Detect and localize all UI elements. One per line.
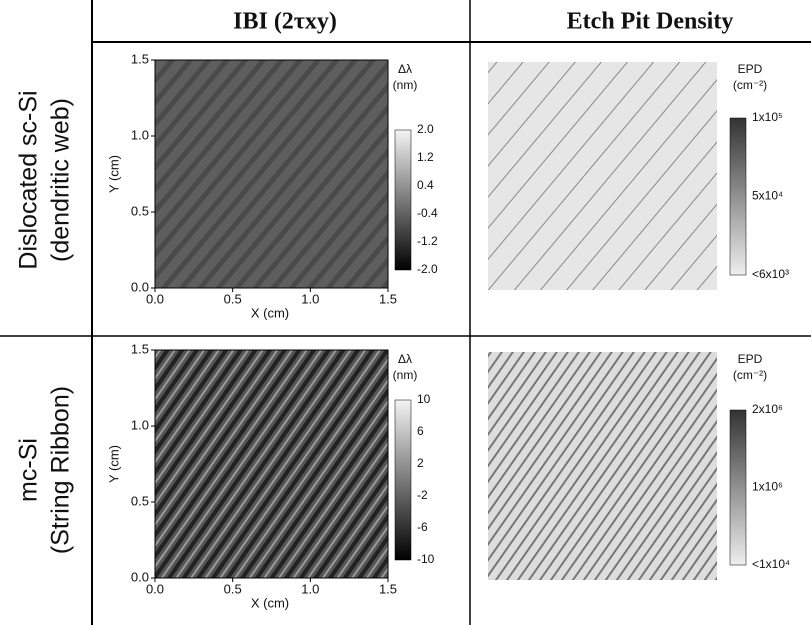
colorbar-title: (nm)	[393, 368, 418, 382]
colorbar-tick-label: -6	[417, 520, 428, 534]
colorbar-title: Δλ	[398, 352, 412, 366]
colorbar-tick-label: -0.4	[417, 206, 438, 220]
colorbar-tick-label: <6x10³	[752, 267, 789, 281]
y-axis-label: Y (cm)	[106, 445, 121, 483]
x-axis-label: X (cm)	[251, 305, 289, 320]
x-tick-label: 0.0	[146, 291, 164, 306]
row-label: mc-Si	[15, 438, 43, 502]
x-tick-label: 0.5	[224, 291, 242, 306]
y-tick-label: 1.0	[131, 417, 149, 432]
column-header: IBI (2τxy)	[233, 9, 337, 35]
colorbar-tick-label: 1.2	[417, 150, 434, 164]
plot-frame	[154, 59, 389, 289]
colorbar-title: (nm)	[393, 78, 418, 92]
x-tick-label: 0.0	[146, 581, 164, 596]
colorbar-tick-label: -2	[417, 488, 428, 502]
y-axis-label: Y (cm)	[106, 155, 121, 193]
colorbar-tick-label: 5x10⁴	[752, 189, 783, 203]
ibi-map	[155, 60, 388, 288]
colorbar-tick-label: 6	[417, 424, 424, 438]
x-tick-label: 1.5	[379, 581, 397, 596]
y-tick-label: 0.5	[131, 493, 149, 508]
colorbar-tick-label: 2.0	[417, 122, 434, 136]
colorbar-tick-label: 2	[417, 456, 424, 470]
colorbar-title: (cm⁻²)	[733, 78, 767, 92]
colorbar-tick-label: <1x10⁴	[752, 557, 790, 571]
colorbar-tick-label: -10	[417, 552, 435, 566]
x-tick-label: 1.0	[301, 291, 319, 306]
colorbar-title: Δλ	[398, 62, 412, 76]
y-tick-label: 0.0	[131, 569, 149, 584]
y-tick-label: 1.5	[131, 51, 149, 66]
ibi-map	[155, 350, 388, 578]
row-label: (dendritic web)	[47, 98, 75, 262]
x-tick-label: 0.5	[224, 581, 242, 596]
colorbar	[394, 399, 412, 561]
row-label: Dislocated sc-Si	[15, 90, 43, 269]
colorbar-title: (cm⁻²)	[733, 368, 767, 382]
x-tick-label: 1.0	[301, 581, 319, 596]
colorbar-tick-label: -2.0	[417, 262, 438, 276]
plot-frame	[154, 349, 389, 579]
colorbar-title: EPD	[738, 352, 763, 366]
column-header: Etch Pit Density	[567, 9, 734, 35]
x-tick-label: 1.5	[379, 291, 397, 306]
x-axis-label: X (cm)	[251, 595, 289, 610]
colorbar	[729, 117, 747, 276]
colorbar-tick-label: 2x10⁶	[752, 402, 783, 416]
y-tick-label: 1.5	[131, 341, 149, 356]
row-label: (String Ribbon)	[47, 386, 75, 554]
colorbar-tick-label: 1x10⁵	[752, 110, 783, 124]
colorbar-tick-label: 1x10⁶	[752, 480, 783, 494]
colorbar	[394, 129, 412, 271]
colorbar-tick-label: 10	[417, 392, 431, 406]
epd-map	[488, 352, 717, 580]
y-tick-label: 0.5	[131, 203, 149, 218]
colorbar-tick-label: -1.2	[417, 234, 438, 248]
colorbar-tick-label: 0.4	[417, 178, 434, 192]
y-tick-label: 1.0	[131, 127, 149, 142]
colorbar-title: EPD	[738, 62, 763, 76]
epd-map	[488, 62, 717, 290]
colorbar	[729, 409, 747, 566]
y-tick-label: 0.0	[131, 279, 149, 294]
